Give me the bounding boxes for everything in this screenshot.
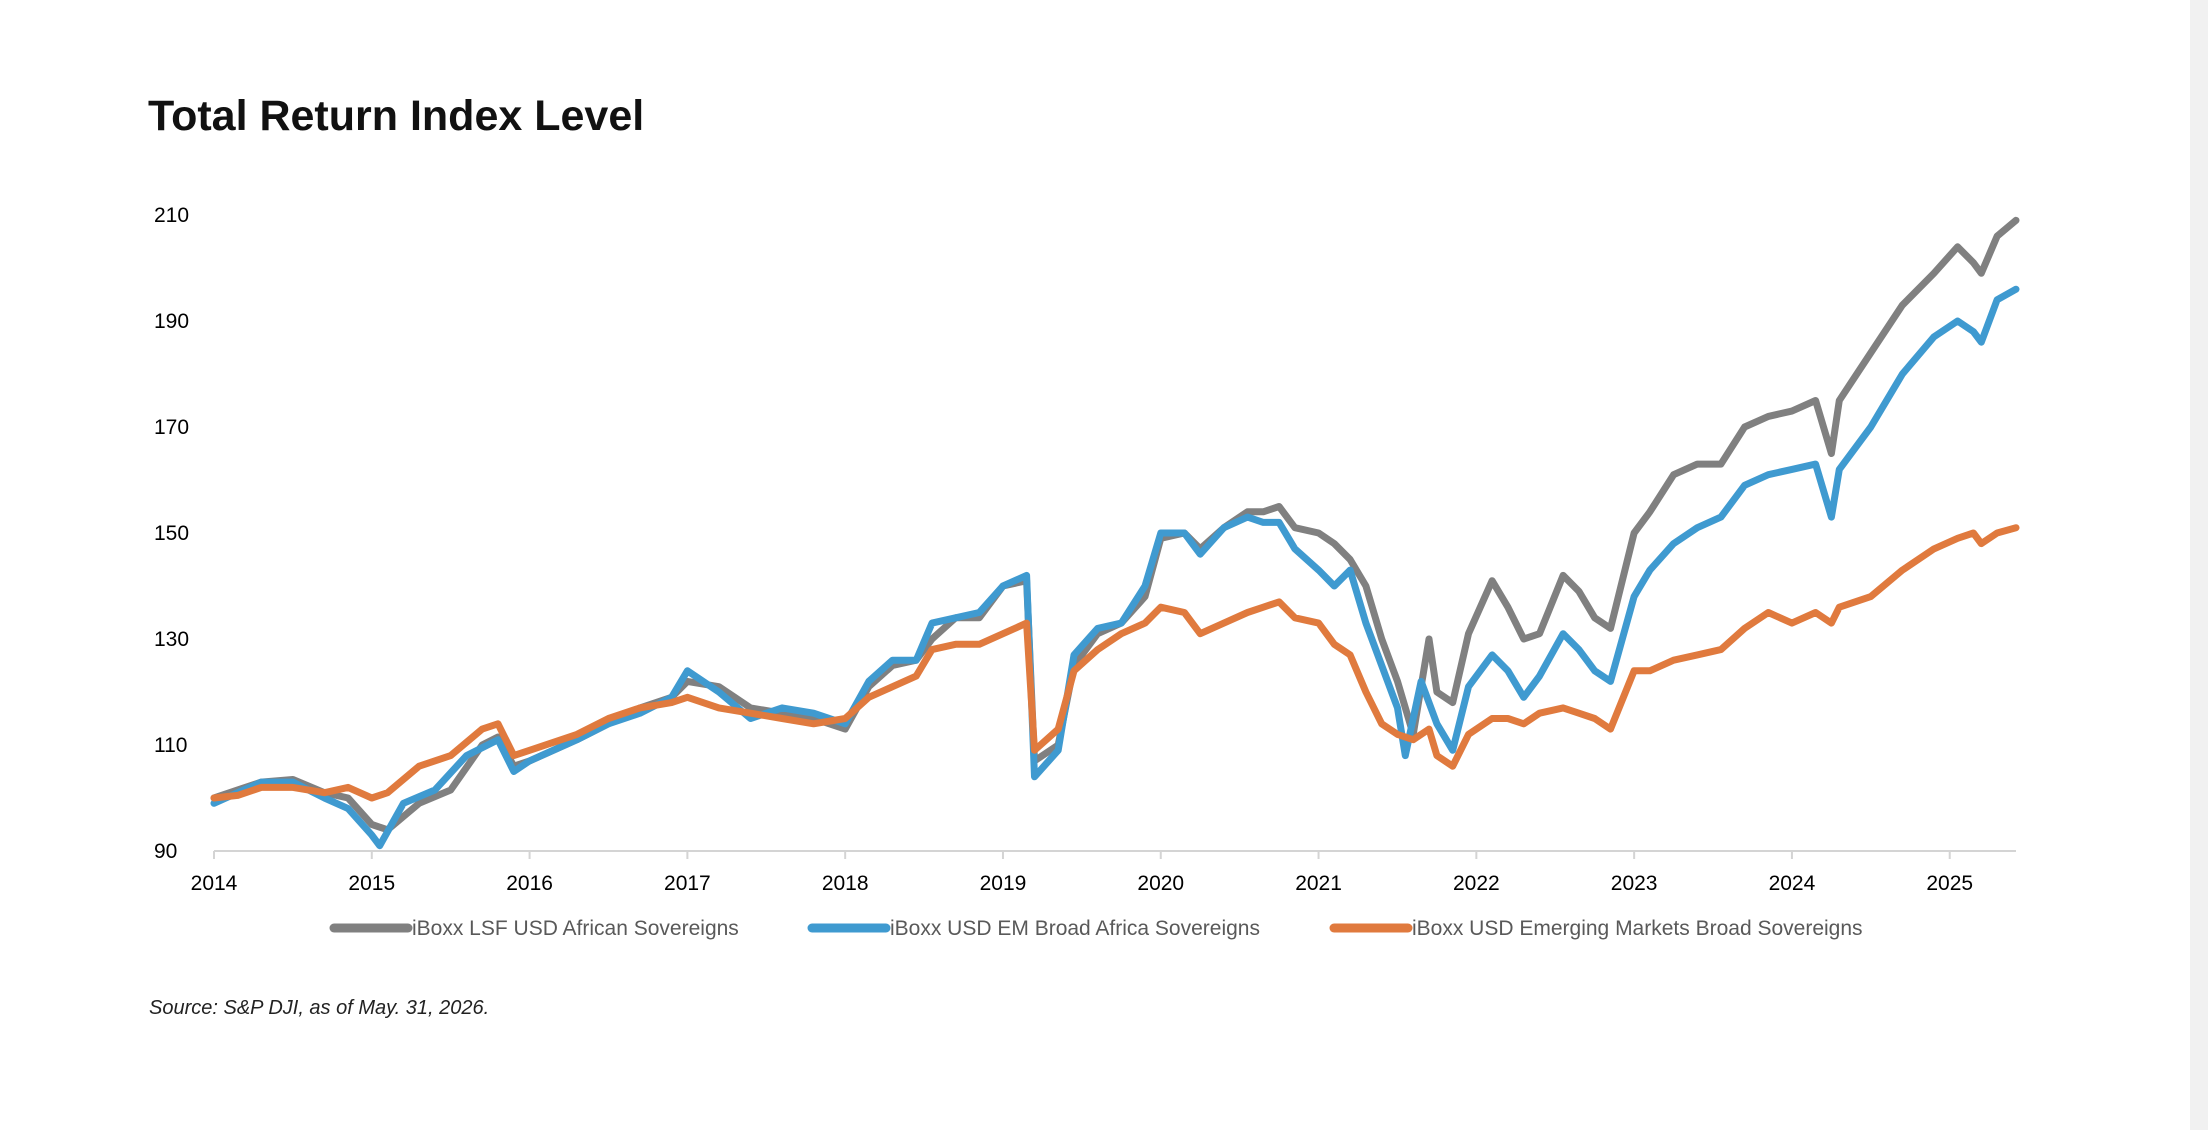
line-chart: 90 110 130 150 170 190 210 2014 2015 2016 2017 2018… xyxy=(154,204,2020,940)
series-line-2 xyxy=(210,285,2020,850)
y-tick-label: 90 xyxy=(154,840,177,863)
page-edge-strip xyxy=(2190,0,2208,1130)
x-tick-label: 2022 xyxy=(1453,872,1500,895)
x-tick-label: 2020 xyxy=(1137,872,1184,895)
x-tick-label: 2023 xyxy=(1611,872,1658,895)
y-tick-label: 210 xyxy=(154,204,189,227)
legend-label: iBoxx USD EM Broad Africa Sovereigns xyxy=(890,917,1260,940)
y-tick-label: 110 xyxy=(154,734,187,757)
x-tick-label: 2024 xyxy=(1769,872,1816,895)
x-tick-label: 2021 xyxy=(1295,872,1342,895)
legend-label: iBoxx LSF USD African Sovereigns xyxy=(412,917,739,940)
x-tick-label: 2014 xyxy=(191,872,238,895)
y-tick-label: 190 xyxy=(154,310,189,333)
x-tick-label: 2025 xyxy=(1926,872,1973,895)
chart-title: Total Return Index Level xyxy=(148,92,645,140)
y-tick-label: 130 xyxy=(154,628,189,651)
chart-series xyxy=(210,216,2020,850)
series-line-1 xyxy=(210,216,2020,834)
series-line-3 xyxy=(210,524,2020,802)
x-tick-label: 2018 xyxy=(822,872,869,895)
chart-axes: 90 110 130 150 170 190 210 2014 2015 2016 2017 2018… xyxy=(154,204,2016,895)
x-tick-label: 2019 xyxy=(980,872,1027,895)
x-tick-label: 2016 xyxy=(506,872,553,895)
source-note: Source: S&P DJI, as of May. 31, 2026. xyxy=(149,997,490,1019)
x-tick-label: 2015 xyxy=(348,872,395,895)
y-tick-label: 170 xyxy=(154,416,189,439)
chart-legend: iBoxx LSF USD African Sovereigns iBoxx US… xyxy=(329,917,1863,940)
x-tick-label: 2017 xyxy=(664,872,711,895)
legend-label: iBoxx USD Emerging Markets Broad Soverei… xyxy=(1412,917,1863,940)
y-tick-label: 150 xyxy=(154,522,189,545)
